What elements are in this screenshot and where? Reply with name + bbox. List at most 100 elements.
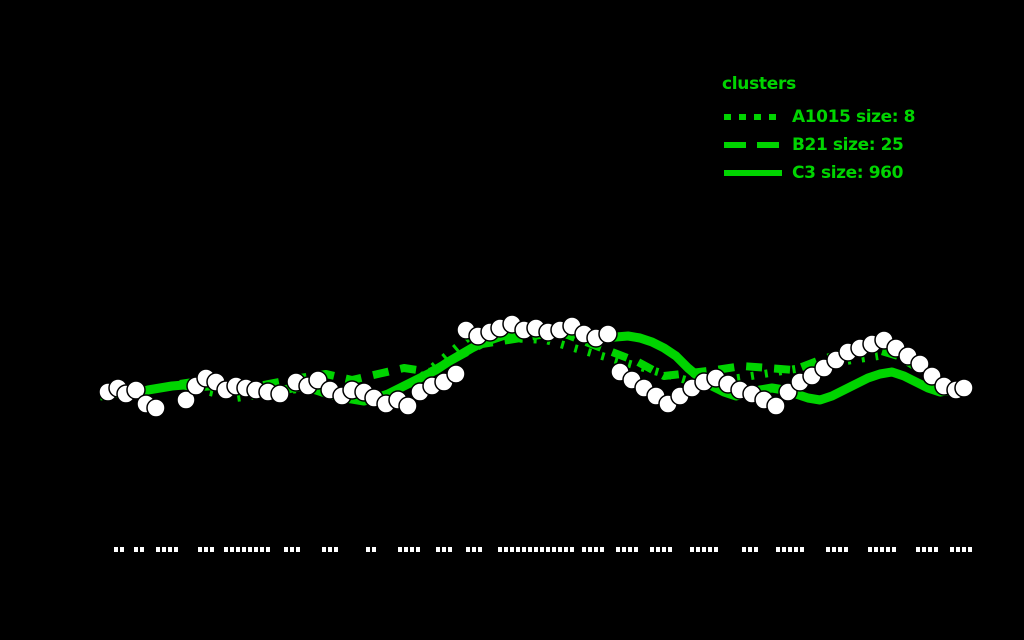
rug-tick — [662, 547, 666, 552]
rug-tick — [140, 547, 144, 552]
rug-tick — [708, 547, 712, 552]
scatter-point — [146, 398, 166, 418]
scatter-point — [910, 354, 930, 374]
rug-tick — [886, 547, 890, 552]
scatter-points — [98, 314, 974, 418]
rug-tick — [254, 547, 258, 552]
scatter-point — [176, 390, 196, 410]
scatter-point — [446, 364, 466, 384]
rug-tick — [504, 547, 508, 552]
rug-tick — [168, 547, 172, 552]
rug-tick — [322, 547, 326, 552]
legend-swatch-solid-icon — [722, 165, 784, 181]
rug-tick — [210, 547, 214, 552]
rug-tick — [844, 547, 848, 552]
rug-tick — [776, 547, 780, 552]
rug-tick — [616, 547, 620, 552]
rug-tick — [956, 547, 960, 552]
rug-tick — [794, 547, 798, 552]
rug-tick — [696, 547, 700, 552]
rug-tick — [600, 547, 604, 552]
rug-tick — [114, 547, 118, 552]
rug-tick — [702, 547, 706, 552]
rug-tick — [224, 547, 228, 552]
legend-swatch-dashed-icon — [722, 137, 784, 153]
rug-tick — [880, 547, 884, 552]
rug-tick — [892, 547, 896, 552]
rug-tick — [156, 547, 160, 552]
rug-tick — [534, 547, 538, 552]
rug-tick — [754, 547, 758, 552]
rug-tick — [934, 547, 938, 552]
scatter-point — [954, 378, 974, 398]
rug-tick — [874, 547, 878, 552]
rug-tick — [714, 547, 718, 552]
rug-tick — [416, 547, 420, 552]
rug-tick — [410, 547, 414, 552]
rug-tick — [498, 547, 502, 552]
rug-tick — [962, 547, 966, 552]
rug-tick — [516, 547, 520, 552]
rug-tick — [328, 547, 332, 552]
rug-tick — [594, 547, 598, 552]
rug-tick — [968, 547, 972, 552]
rug-tick — [742, 547, 746, 552]
legend-title: clusters — [722, 74, 796, 94]
rug-tick — [522, 547, 526, 552]
rug-tick — [540, 547, 544, 552]
rug-tick — [242, 547, 246, 552]
rug-tick — [248, 547, 252, 552]
legend-label-c3: C3 size: 960 — [792, 163, 903, 183]
rug-tick — [916, 547, 920, 552]
legend-label-a1015: A1015 size: 8 — [792, 107, 916, 127]
rug-tick — [668, 547, 672, 552]
rug-tick — [296, 547, 300, 552]
rug-tick — [290, 547, 294, 552]
legend-item-c3[interactable]: C3 size: 960 — [712, 159, 1012, 187]
legend-item-b21[interactable]: B21 size: 25 — [712, 131, 1012, 159]
rug-tick — [832, 547, 836, 552]
rug-tick — [650, 547, 654, 552]
rug-tick — [588, 547, 592, 552]
rug-tick — [472, 547, 476, 552]
rug-tick — [558, 547, 562, 552]
rug-tick — [922, 547, 926, 552]
rug-tick — [634, 547, 638, 552]
rug-tick — [582, 547, 586, 552]
rug-tick — [230, 547, 234, 552]
rug-tick — [826, 547, 830, 552]
rug-tick — [436, 547, 440, 552]
scatter-point — [270, 384, 290, 404]
rug-tick — [448, 547, 452, 552]
rug-tick — [266, 547, 270, 552]
rug-tick — [134, 547, 138, 552]
scatter-point — [398, 396, 418, 416]
rug-tick — [284, 547, 288, 552]
rug-tick — [928, 547, 932, 552]
legend-swatch-dotted-icon — [722, 109, 784, 125]
legend-label-b21: B21 size: 25 — [792, 135, 904, 155]
rug-tick — [788, 547, 792, 552]
rug-tick — [528, 547, 532, 552]
legend-item-a1015[interactable]: A1015 size: 8 — [712, 103, 1012, 131]
rug-tick — [800, 547, 804, 552]
legend: clusters A1015 size: 8 B21 size: 25 — [712, 74, 1012, 187]
rug-tick — [404, 547, 408, 552]
rug-tick — [236, 547, 240, 552]
rug-tick — [950, 547, 954, 552]
rug-tick — [868, 547, 872, 552]
scatter-point — [126, 380, 146, 400]
rug-tick — [260, 547, 264, 552]
rug-tick — [748, 547, 752, 552]
rug-tick — [838, 547, 842, 552]
rug-tick — [466, 547, 470, 552]
rug-tick — [478, 547, 482, 552]
scatter-point — [766, 396, 786, 416]
rug-tick — [442, 547, 446, 552]
rug-tick — [398, 547, 402, 552]
rug-tick — [366, 547, 370, 552]
rug-tick — [120, 547, 124, 552]
rug-tick — [656, 547, 660, 552]
